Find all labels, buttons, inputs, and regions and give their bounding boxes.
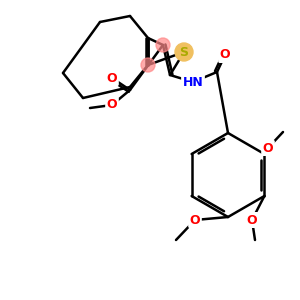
Circle shape [141, 58, 155, 72]
Circle shape [175, 43, 193, 61]
Text: O: O [263, 142, 273, 154]
Text: O: O [107, 71, 117, 85]
Text: O: O [107, 98, 117, 112]
Circle shape [156, 38, 170, 52]
Text: O: O [220, 49, 230, 62]
Text: HN: HN [183, 76, 203, 88]
Text: O: O [190, 214, 200, 226]
Text: S: S [179, 46, 188, 59]
Text: O: O [247, 214, 257, 226]
